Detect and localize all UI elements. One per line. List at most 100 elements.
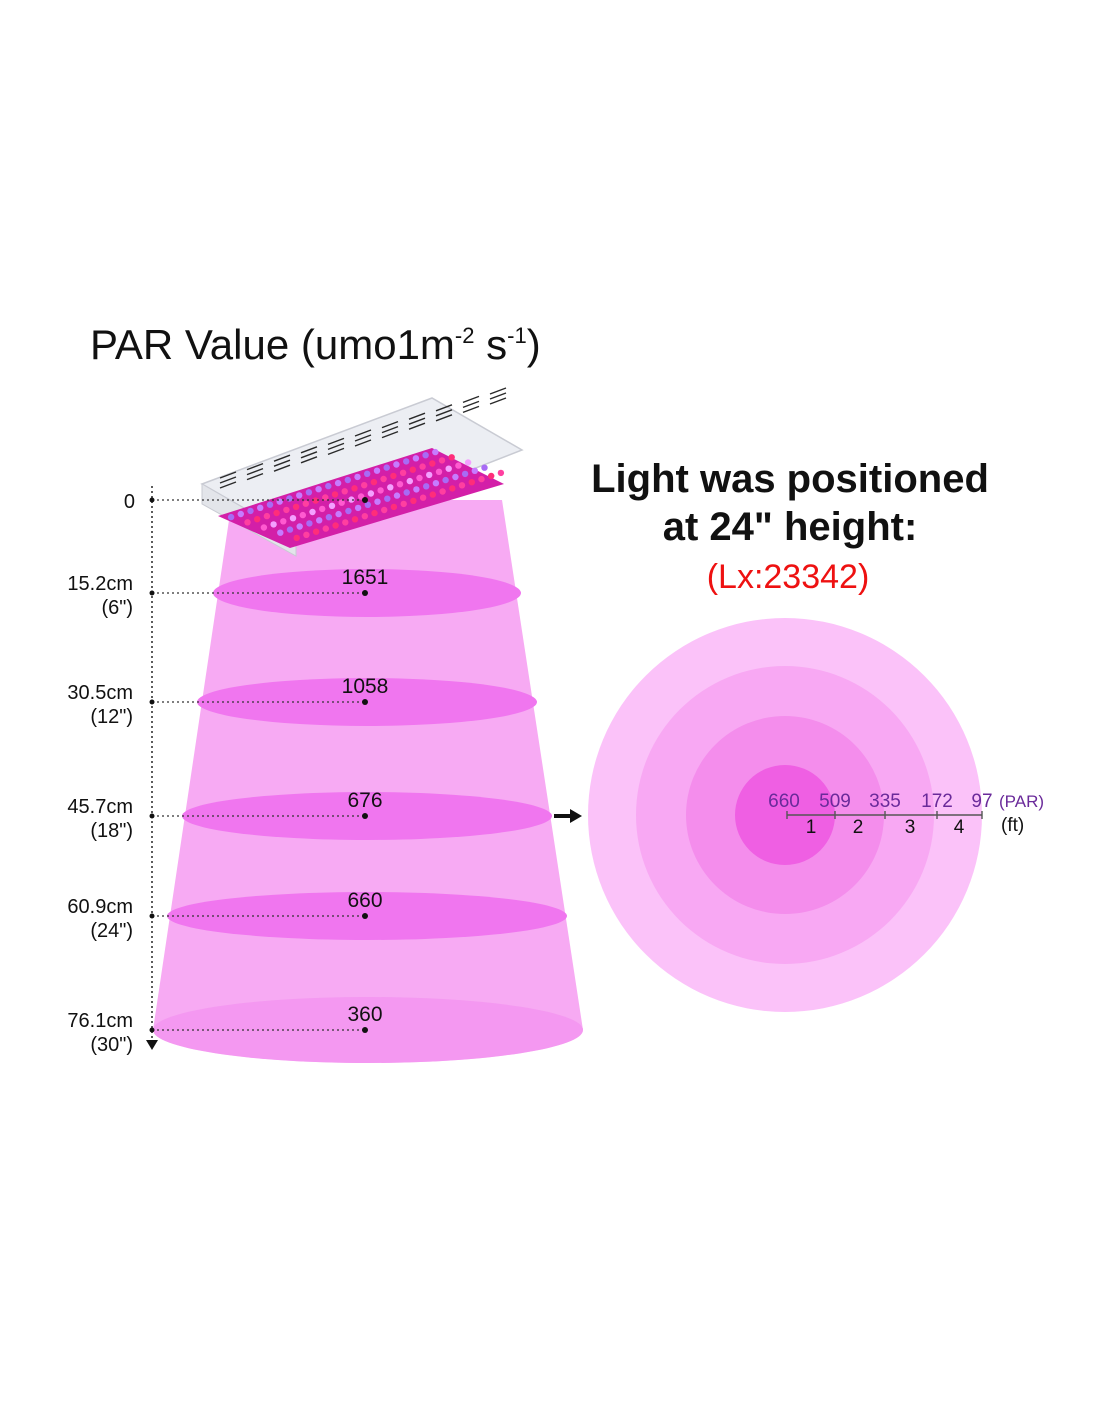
arrow-right-icon — [554, 809, 582, 823]
par-value-label: 660 — [347, 889, 382, 912]
led-dot — [400, 500, 407, 508]
led-dot — [316, 517, 323, 524]
led-dot — [471, 467, 478, 474]
led-dot — [334, 479, 342, 487]
led-dot — [325, 482, 332, 490]
page-title: PAR Value (umo1m-2 s-1) — [90, 321, 541, 368]
led-dot — [488, 472, 495, 480]
led-dot — [292, 503, 300, 510]
led-dot — [312, 528, 320, 535]
led-dot — [263, 512, 271, 520]
led-dot — [377, 487, 384, 494]
led-dot — [293, 534, 300, 542]
led-dot — [497, 469, 505, 477]
height-label-cm: 0 — [124, 491, 135, 513]
led-dot — [435, 468, 443, 475]
height-label-cm: 15.2cm — [67, 573, 133, 595]
height-label-inch: (18") — [90, 820, 133, 842]
height-ruler: 0 15.2cm(6") 1651 30.5cm(12") 1058 45.7cm(18"… — [67, 486, 388, 1056]
led-dot — [422, 452, 429, 459]
height-levels: 0 15.2cm(6") 1651 30.5cm(12") 1058 45.7cm(18"… — [67, 491, 388, 1056]
height-label-cm: 76.1cm — [67, 1010, 133, 1032]
footprint-ring — [735, 765, 835, 865]
height-label-inch: (24") — [90, 920, 133, 942]
vent-slot — [462, 395, 480, 414]
ft-unit-label: (ft) — [1001, 815, 1024, 836]
ring-distance-value: 3 — [905, 817, 916, 838]
vent-slot — [354, 429, 372, 447]
led-dot — [410, 497, 417, 504]
vent-slot — [273, 454, 291, 472]
panel-vents — [219, 387, 507, 489]
led-dot — [429, 491, 436, 498]
scale-labels: 660 509 335 172 97 1 2 3 4 — [768, 791, 992, 838]
led-dot — [412, 455, 420, 462]
led-dot — [452, 473, 459, 481]
led-dot — [328, 502, 336, 509]
led-dot — [302, 500, 309, 507]
led-dot — [419, 463, 426, 470]
led-dot — [345, 507, 352, 515]
led-dot — [305, 489, 313, 496]
led-dot — [374, 498, 381, 505]
vent-slot — [435, 404, 453, 422]
par-value-label: 1651 — [342, 566, 389, 589]
par-value-label: 1058 — [342, 675, 389, 698]
led-dot — [449, 485, 456, 492]
heading-line-2: at 24" height: — [663, 505, 918, 549]
led-dot — [396, 481, 404, 488]
led-dot — [367, 490, 375, 497]
led-dot — [429, 460, 436, 467]
led-dot — [423, 483, 430, 490]
led-dot — [306, 520, 313, 527]
led-dot — [432, 480, 440, 487]
ruler-dot — [149, 590, 155, 596]
led-dot — [413, 486, 420, 493]
led-dot — [277, 529, 284, 536]
height-label-cm: 30.5cm — [67, 682, 133, 704]
led-dot — [273, 509, 280, 517]
led-dot — [335, 510, 342, 518]
led-dot — [403, 489, 410, 496]
led-dot — [354, 504, 362, 512]
ruler-dot — [149, 699, 155, 705]
led-dot — [416, 474, 423, 482]
ring-distance-value: 1 — [806, 817, 817, 838]
led-dot — [384, 495, 391, 502]
led-dot — [406, 477, 413, 485]
led-dot — [390, 472, 397, 480]
led-dot — [286, 495, 293, 502]
led-dot — [247, 507, 254, 515]
led-dot — [461, 470, 469, 478]
height-level: 60.9cm(24") 660 — [67, 889, 382, 942]
led-dot — [309, 508, 316, 516]
led-dot — [351, 516, 359, 523]
led-dot — [409, 466, 416, 473]
led-dot — [380, 475, 387, 483]
led-dot — [442, 476, 449, 484]
led-dot — [373, 467, 381, 474]
led-dot — [354, 473, 361, 481]
ring-par-value: 509 — [819, 791, 851, 812]
vent-slot — [381, 420, 399, 439]
vent-slot — [489, 387, 507, 405]
led-dot — [432, 448, 439, 456]
par-value-label: 676 — [347, 789, 382, 812]
center-dot — [362, 913, 368, 919]
ruler-dot — [149, 1027, 155, 1033]
vent-slot — [408, 412, 426, 430]
ruler-dot — [149, 913, 155, 919]
led-dot — [257, 504, 264, 511]
led-dot — [296, 492, 303, 499]
center-dot — [362, 699, 368, 705]
par-unit-label: (PAR) — [999, 792, 1044, 811]
led-dot — [270, 521, 277, 528]
led-dot — [227, 513, 235, 521]
led-dot — [315, 486, 322, 493]
height-label-inch: (6") — [101, 597, 133, 619]
led-dot — [312, 497, 319, 504]
led-dot — [322, 494, 329, 501]
led-dot — [439, 488, 446, 495]
vent-slot — [327, 437, 345, 456]
